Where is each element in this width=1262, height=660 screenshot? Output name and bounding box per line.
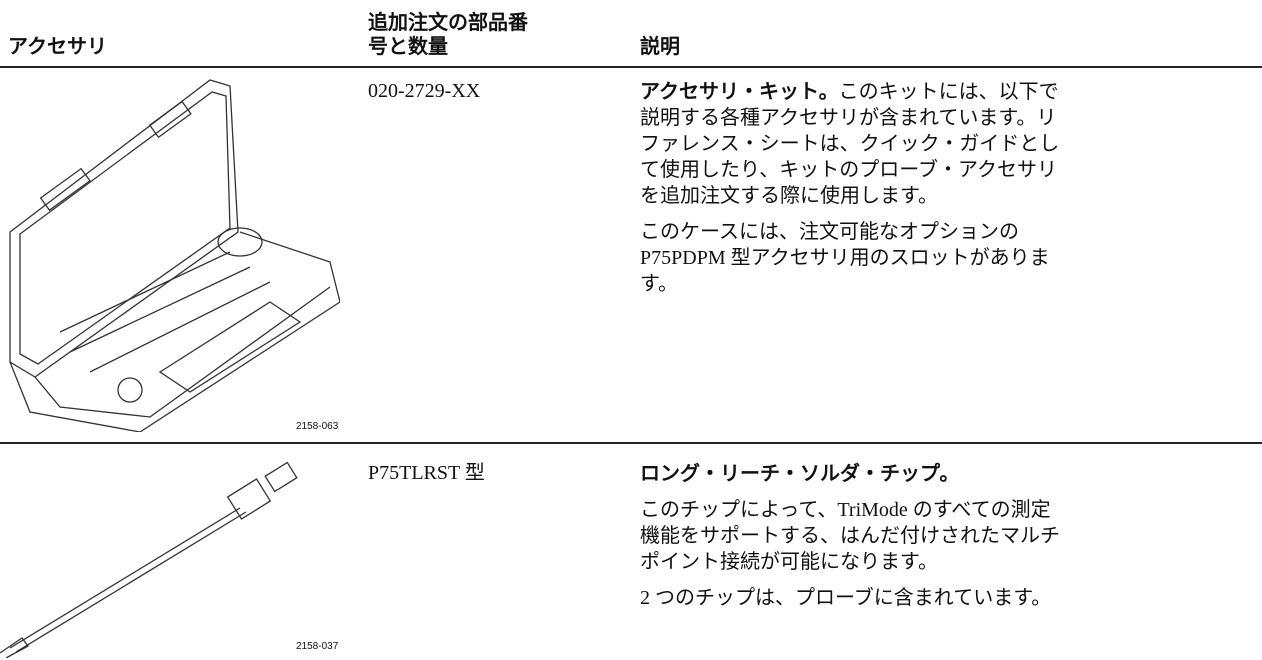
header-rule [0, 66, 1262, 68]
row-rule [0, 442, 1262, 444]
description-text: このチップによって、TriMode のすべての測定機能をサポートする、はんだ付け… [640, 499, 1060, 573]
description-text: このケースには、注文可能なオプションの P75PDPM 型アクセサリ用のスロット… [640, 221, 1050, 295]
description-text: このキットには、以下で説明する各種アクセサリが含まれています。リファレンス・シー… [640, 81, 1060, 207]
description: ロング・リーチ・ソルダ・チップ。 このチップによって、TriMode のすべての… [640, 460, 1070, 621]
column-header: アクセサリ [8, 34, 107, 58]
description-lead: ロング・リーチ・ソルダ・チップ。 [640, 461, 960, 485]
accessory-kit-image [9, 79, 340, 432]
description-lead: アクセサリ・キット。 [640, 79, 839, 103]
part-number: 020-2729-XX [368, 80, 481, 102]
figure-label: 2158-063 [296, 421, 339, 432]
figure-label: 2158-037 [296, 641, 339, 652]
column-header: 説明 [640, 34, 680, 58]
column-header: 追加注文の部品番号と数量 [368, 10, 528, 58]
solder-tip-image [0, 461, 298, 658]
part-number: P75TLRST 型 [368, 462, 485, 484]
description: アクセサリ・キット。このキットには、以下で説明する各種アクセサリが含まれています… [640, 78, 1070, 307]
description-text: 2 つのチップは、プローブに含まれています。 [640, 587, 1052, 609]
